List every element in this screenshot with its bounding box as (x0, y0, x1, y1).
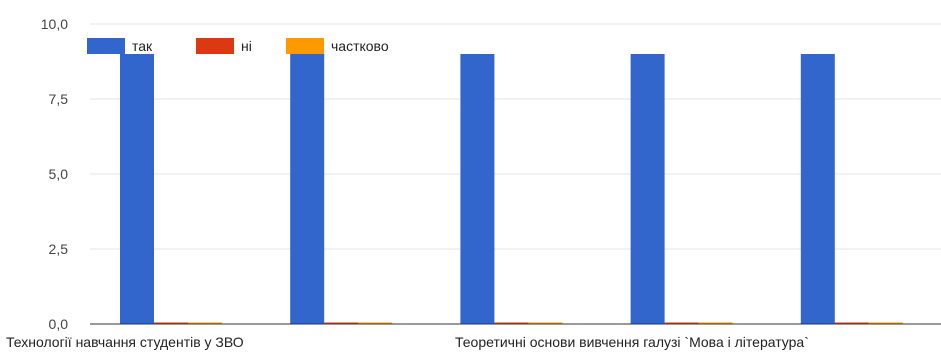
bar-так-3[interactable] (630, 54, 665, 324)
bars (120, 54, 903, 324)
y-axis-ticks: 0,0 2,5 5,0 7,5 10,0 (41, 16, 68, 332)
bar-так-4[interactable] (800, 54, 835, 324)
x-category-label: Теоретичні основи вивчення галузі `Мова … (455, 334, 809, 350)
x-axis-labels: Технології навчання студентів у ЗВО Теоре… (6, 334, 809, 350)
y-tick-label: 0,0 (49, 316, 69, 332)
y-tick-label: 7,5 (49, 91, 69, 107)
bar-так-1[interactable] (290, 54, 325, 324)
x-category-label: Технології навчання студентів у ЗВО (6, 334, 244, 350)
y-tick-label: 10,0 (41, 16, 68, 32)
legend-swatch-0 (87, 38, 125, 54)
gridlines (90, 23, 941, 250)
bar-так-2[interactable] (460, 54, 495, 324)
bar-частково-3[interactable] (698, 322, 733, 325)
legend-label-1: ні (241, 38, 252, 54)
bar-так-0[interactable] (120, 54, 154, 324)
legend: так ні частково (87, 38, 389, 54)
bar-частково-2[interactable] (528, 322, 563, 325)
bar-частково-1[interactable] (358, 322, 393, 325)
y-tick-label: 2,5 (49, 241, 69, 257)
bar-ні-4[interactable] (834, 322, 869, 325)
bar-частково-0[interactable] (188, 322, 222, 325)
legend-swatch-2 (286, 38, 324, 54)
bar-ні-3[interactable] (664, 322, 699, 325)
legend-label-0: так (132, 38, 153, 54)
bar-частково-4[interactable] (868, 322, 903, 325)
y-tick-label: 5,0 (49, 166, 69, 182)
bar-ні-0[interactable] (154, 322, 188, 325)
bar-ні-2[interactable] (494, 322, 529, 325)
bar-ні-1[interactable] (324, 322, 359, 325)
legend-swatch-1 (196, 38, 234, 54)
legend-label-2: частково (331, 38, 389, 54)
